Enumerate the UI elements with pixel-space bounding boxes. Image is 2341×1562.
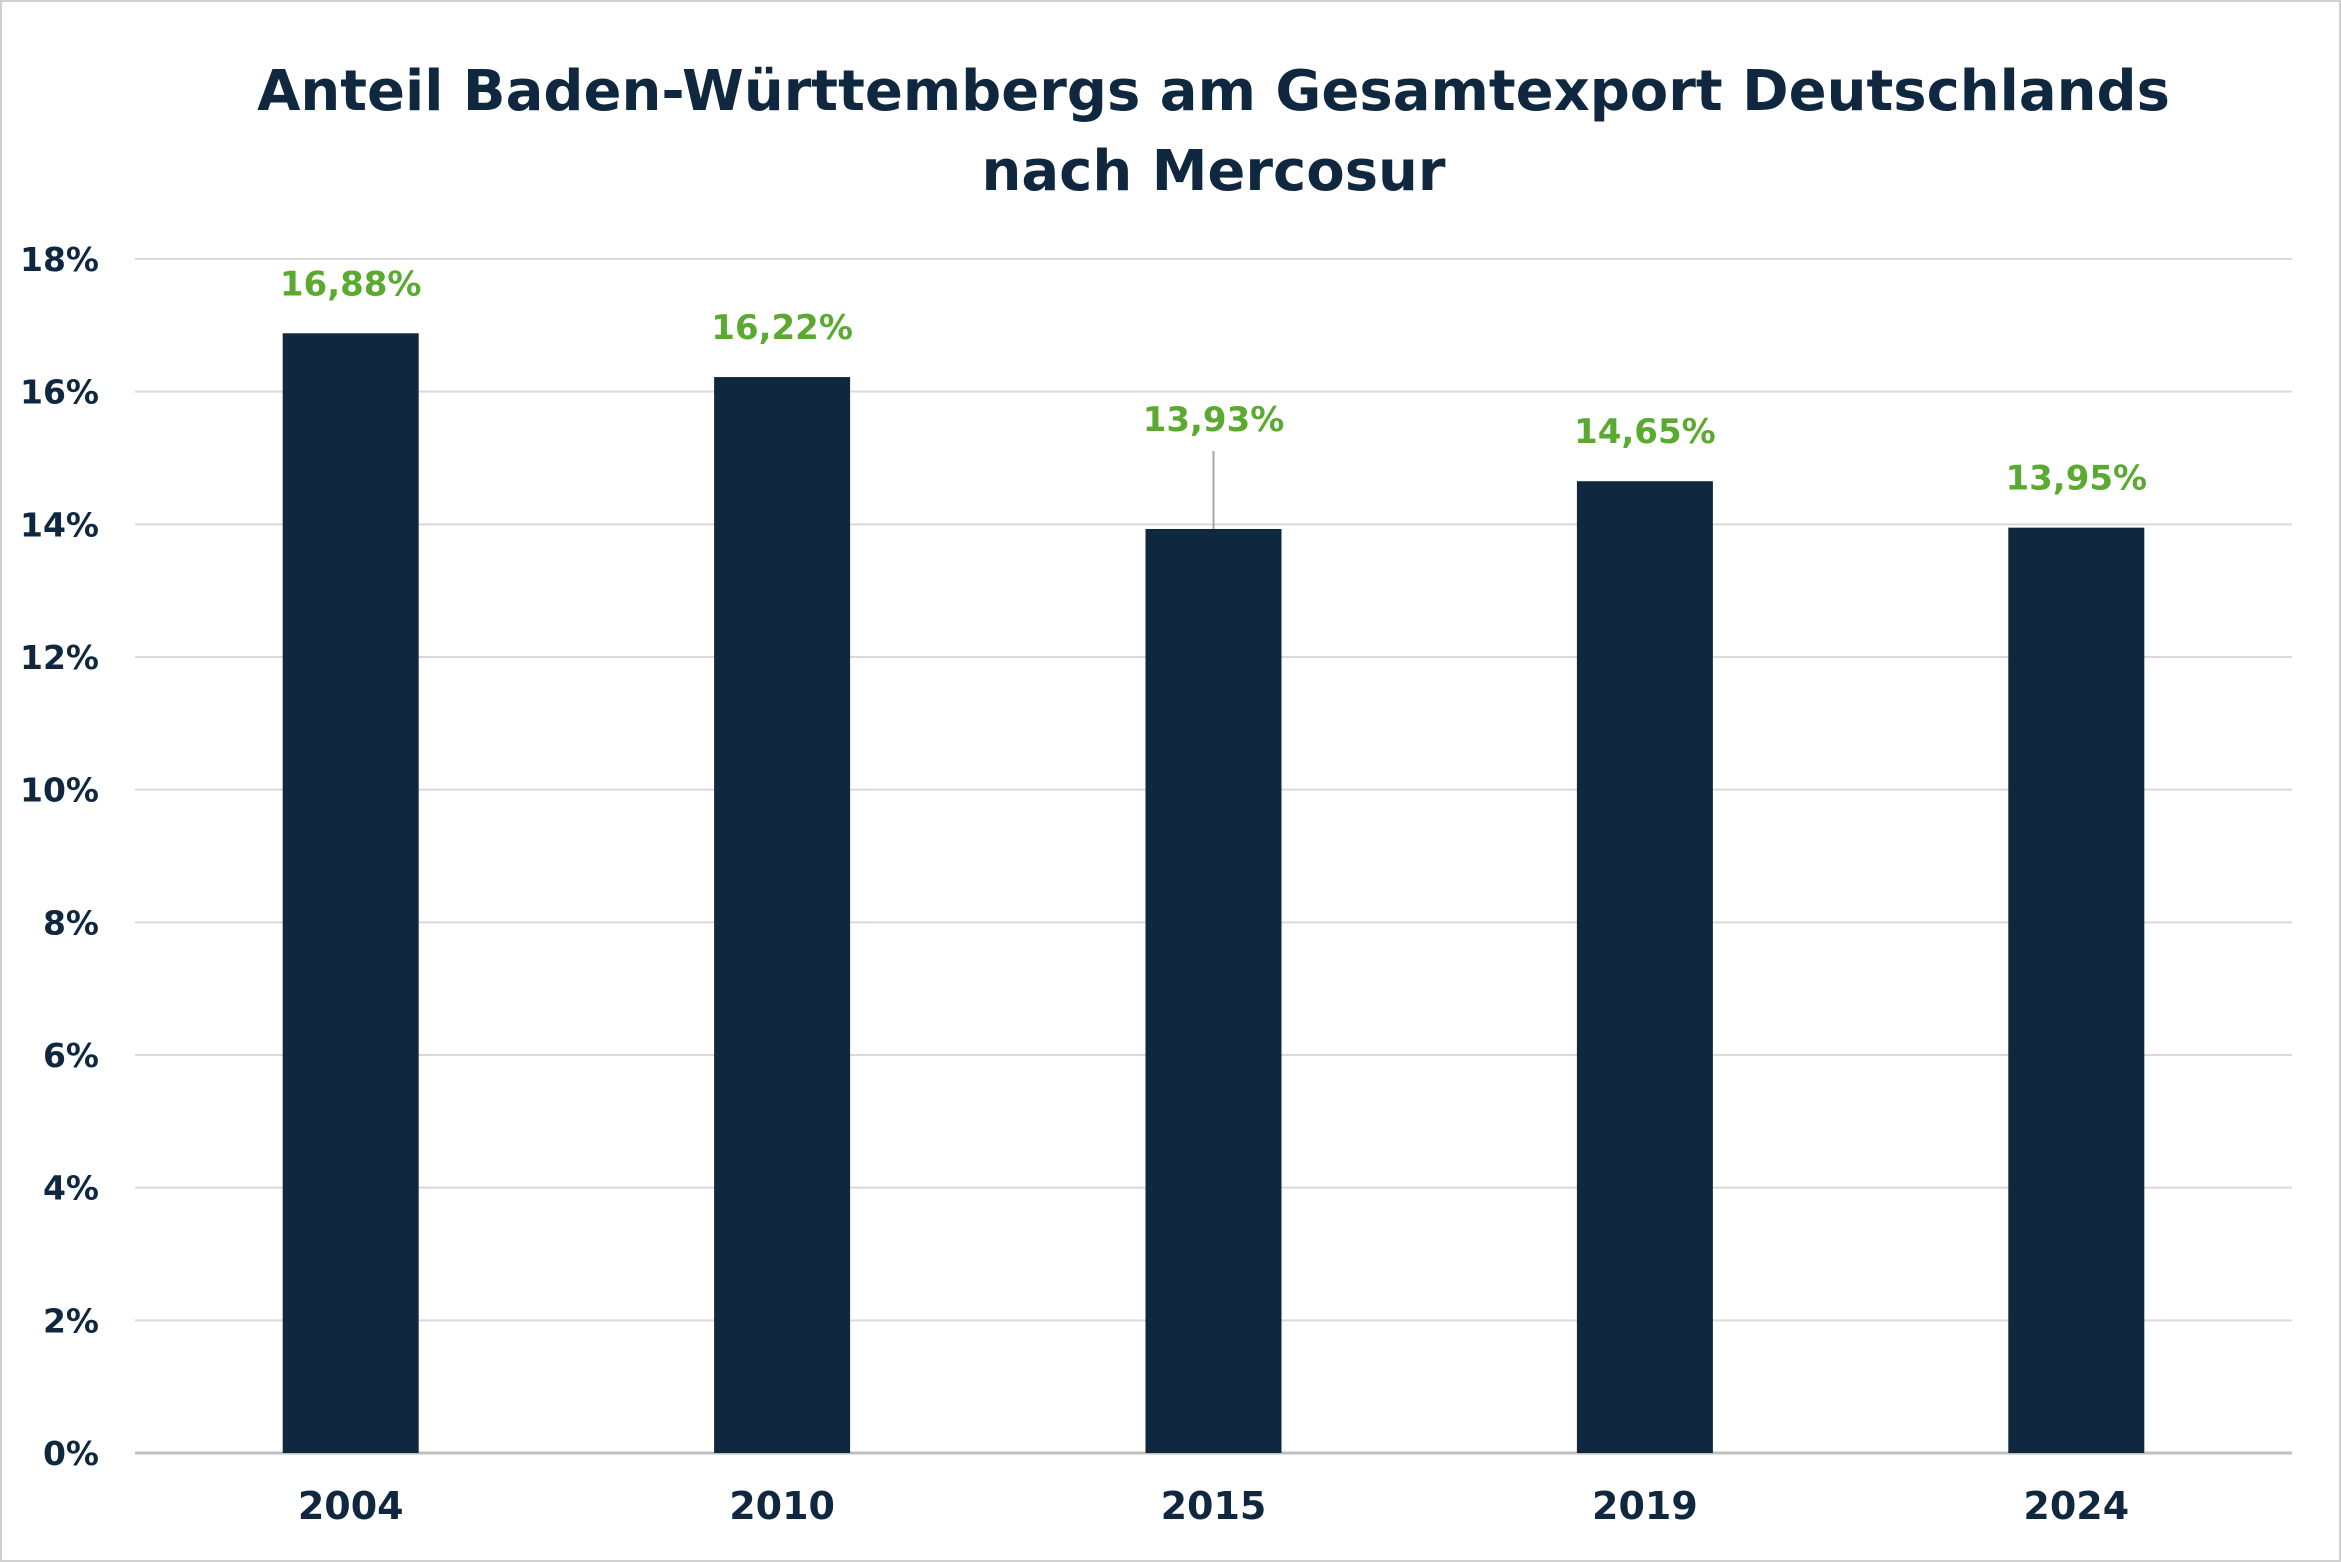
chart-title-line: Anteil Baden-Württembergs am Gesamtexpor… [257,59,2170,124]
y-tick-label: 0% [43,1434,99,1473]
data-label: 13,95% [2005,459,2147,499]
data-label: 13,93% [1143,400,1285,440]
data-label: 16,88% [280,264,422,304]
y-tick-label: 16% [20,373,99,412]
y-tick-label: 10% [20,771,99,810]
y-tick-label: 6% [43,1036,99,1075]
x-tick-label: 2015 [1161,1484,1267,1528]
data-label: 16,22% [711,308,853,348]
bar [2008,527,2145,1453]
bar [282,333,419,1453]
y-axis-tick-labels: 0% 2% 4% 6% 8% 10% 12% 14% 16% 18% [20,240,99,1473]
x-tick-label: 2010 [729,1484,835,1528]
bar [1145,528,1282,1453]
y-tick-label: 2% [43,1301,99,1340]
y-tick-label: 14% [20,505,99,544]
x-axis-tick-labels: 2004 2010 2015 2019 2024 [298,1484,2129,1528]
bars [282,333,2145,1453]
chart-title-line: nach Mercosur [981,139,1445,204]
y-tick-label: 18% [20,240,99,279]
y-tick-label: 8% [43,903,99,942]
x-tick-label: 2004 [298,1484,404,1528]
y-tick-label: 12% [20,638,99,677]
data-labels: 16,88% 16,22% 13,93% 14,65% 13,95% [280,264,2147,498]
x-tick-label: 2024 [2023,1484,2129,1528]
chart-title: Anteil Baden-Württembergs am Gesamtexpor… [257,59,2170,204]
data-label: 14,65% [1574,412,1716,452]
bar [714,377,851,1453]
bar [1576,481,1713,1453]
y-tick-label: 4% [43,1169,99,1208]
x-tick-label: 2019 [1592,1484,1698,1528]
